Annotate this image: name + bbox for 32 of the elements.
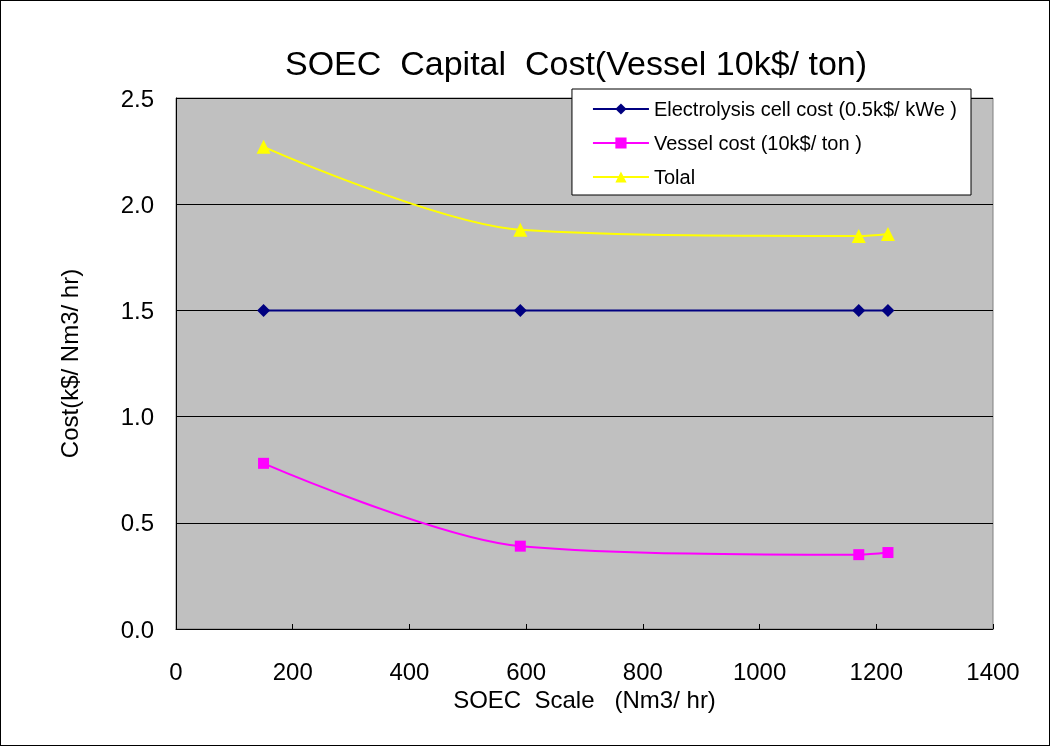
point	[852, 303, 866, 317]
y-tick-label: 2.5	[120, 84, 154, 112]
legend-label: Tolal	[653, 166, 696, 188]
legend-label: Electrolysis cell cost (0.5k$/ kWe )	[653, 98, 957, 120]
x-tick-label: 1200	[849, 657, 903, 685]
x-tick-label: 400	[389, 657, 430, 685]
x-tick-label: 600	[506, 657, 547, 685]
chart-title: SOEC Capital Cost(Vessel 10k$/ ton)	[284, 44, 868, 82]
y-tick-label: 1.0	[120, 403, 154, 431]
x-tick-label: 0	[169, 657, 183, 685]
point	[257, 303, 271, 317]
point	[851, 229, 866, 244]
point	[513, 222, 528, 237]
y-tick-label: 0.0	[120, 615, 154, 643]
point	[256, 139, 271, 154]
point	[881, 303, 895, 317]
x-tick-label: 800	[622, 657, 663, 685]
x-tick-label: 1000	[732, 657, 787, 685]
point	[513, 303, 527, 317]
y-tick-label: 2.0	[120, 190, 154, 218]
y-tick-label: 0.5	[120, 509, 154, 537]
x-tick-label: 200	[272, 657, 313, 685]
x-axis-title: SOEC Scale (Nm3/ hr)	[453, 686, 716, 714]
point	[853, 549, 865, 561]
point	[514, 540, 526, 552]
x-tick-label: 1400	[966, 657, 1020, 685]
point	[880, 226, 895, 241]
point	[882, 547, 894, 559]
legend-label: Vessel cost (10k$/ ton )	[653, 132, 862, 154]
point	[258, 457, 270, 469]
y-axis-title: Cost(k$/ Nm3/ hr)	[55, 268, 83, 459]
y-tick-label: 1.5	[120, 296, 154, 324]
